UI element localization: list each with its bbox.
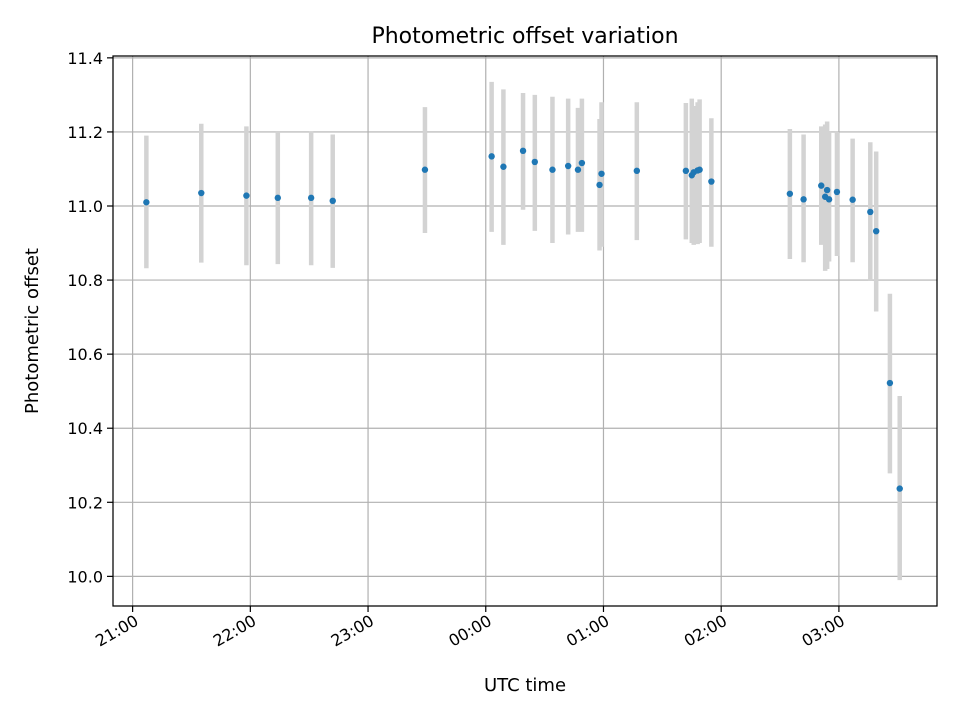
data-point — [421, 166, 429, 173]
data-point — [500, 163, 507, 170]
y-tick-label: 11.0 — [67, 197, 103, 216]
y-tick-label: 10.2 — [67, 493, 103, 512]
data-point — [274, 194, 281, 202]
y-tick-label: 10.0 — [67, 567, 103, 586]
data-point — [488, 153, 495, 160]
y-tick-label: 11.2 — [67, 123, 103, 142]
data-point — [833, 188, 841, 196]
data-point — [329, 197, 336, 205]
y-tick-label: 11.4 — [67, 49, 103, 68]
x-axis-ticks: 21:00 22:00 23:00 00:00 01:00 02:00 03:00 — [92, 606, 848, 651]
data-point — [243, 192, 250, 199]
plot-frame — [112, 55, 938, 607]
y-tick-label: 10.6 — [67, 345, 103, 364]
data-point — [696, 166, 703, 173]
y-tick-label: 10.8 — [67, 271, 103, 290]
data-point — [307, 194, 315, 202]
data-point — [549, 166, 556, 173]
error-bars — [144, 81, 902, 581]
data-points — [143, 147, 903, 492]
data-point — [682, 167, 690, 175]
data-point — [596, 181, 603, 189]
data-point — [818, 182, 825, 189]
data-point — [633, 167, 641, 175]
data-point — [800, 196, 807, 203]
data-point — [886, 379, 894, 387]
data-point — [823, 186, 831, 194]
data-point — [825, 196, 833, 203]
x-tick-label: 22:00 — [210, 611, 259, 651]
x-tick-label: 03:00 — [798, 611, 847, 651]
x-tick-label: 21:00 — [92, 611, 141, 651]
data-point — [867, 208, 874, 216]
data-point — [849, 196, 856, 203]
y-axis-ticks: 10.0 10.2 10.4 10.6 10.8 11.0 11.2 11.4 — [67, 49, 113, 586]
x-tick-label: 23:00 — [328, 611, 377, 651]
data-point — [578, 159, 586, 167]
data-point — [143, 199, 150, 206]
x-tick-label: 00:00 — [445, 611, 494, 651]
data-point — [519, 147, 527, 155]
y-tick-label: 10.4 — [67, 419, 103, 438]
data-point — [574, 166, 582, 173]
chart-title: Photometric offset variation — [371, 24, 678, 49]
data-point — [872, 227, 880, 235]
data-point — [531, 158, 539, 166]
y-axis-label: Photometric offset — [22, 248, 43, 414]
data-point — [786, 190, 794, 197]
x-axis-label: UTC time — [484, 675, 566, 696]
data-point — [598, 170, 605, 177]
data-point — [896, 485, 903, 492]
x-tick-label: 01:00 — [563, 611, 612, 651]
data-point — [708, 178, 715, 185]
data-point — [198, 189, 205, 197]
data-point — [564, 162, 572, 170]
x-tick-label: 02:00 — [681, 611, 730, 651]
